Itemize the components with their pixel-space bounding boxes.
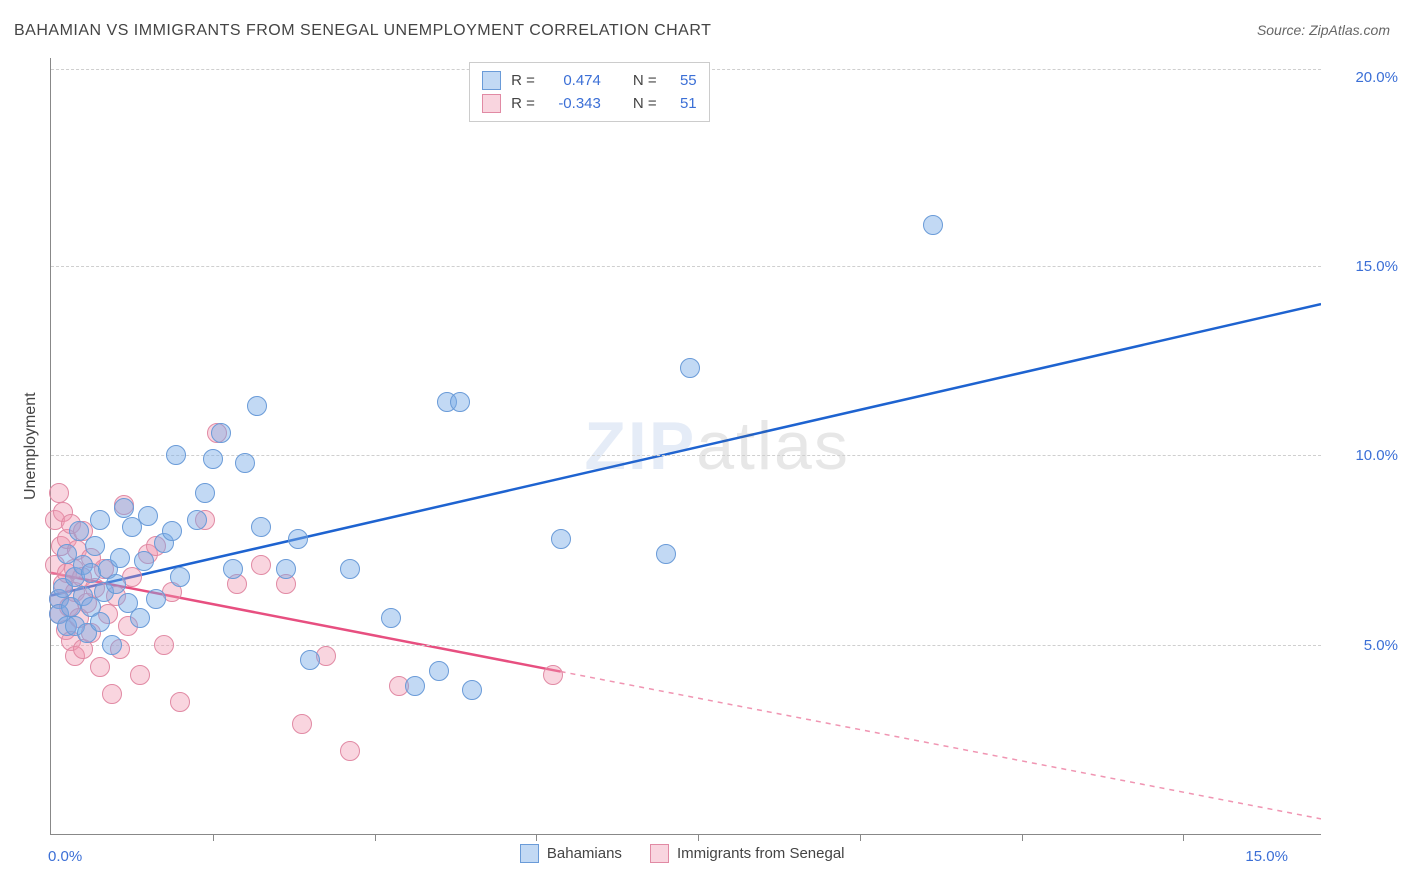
x-tick — [698, 834, 699, 841]
x-tick — [1022, 834, 1023, 841]
point-bahamian — [656, 544, 676, 564]
legend-n-label: N = — [633, 72, 657, 89]
gridline — [51, 645, 1321, 646]
gridline — [51, 266, 1321, 267]
x-tick-label: 0.0% — [48, 848, 82, 865]
point-bahamian — [138, 506, 158, 526]
point-bahamian — [300, 650, 320, 670]
chart-container: { "title": "BAHAMIAN VS IMMIGRANTS FROM … — [0, 0, 1406, 892]
y-tick-label: 5.0% — [1328, 637, 1398, 654]
legend-row: R = -0.343 N = 51 — [482, 92, 697, 115]
point-bahamian — [106, 574, 126, 594]
point-senegal — [340, 741, 360, 761]
legend-r-label: R = — [511, 95, 535, 112]
legend-r-label: R = — [511, 72, 535, 89]
x-tick — [536, 834, 537, 841]
trend-bahamian-solid — [51, 304, 1321, 595]
point-bahamian — [110, 548, 130, 568]
correlation-legend: R = 0.474 N = 55 R = -0.343 N = 51 — [469, 62, 710, 122]
x-tick — [860, 834, 861, 841]
chart-title: BAHAMIAN VS IMMIGRANTS FROM SENEGAL UNEM… — [14, 22, 711, 40]
source-label: Source: ZipAtlas.com — [1257, 22, 1390, 38]
point-bahamian — [203, 449, 223, 469]
point-senegal — [543, 665, 563, 685]
trend-lines — [51, 58, 1321, 834]
x-tick-label: 15.0% — [1245, 848, 1288, 865]
legend-r-value: 0.474 — [545, 72, 601, 89]
point-bahamian — [211, 423, 231, 443]
series-legend-label: Immigrants from Senegal — [677, 845, 845, 862]
y-tick-label: 10.0% — [1328, 447, 1398, 464]
x-tick — [213, 834, 214, 841]
y-tick-label: 15.0% — [1328, 258, 1398, 275]
trend-senegal-dashed — [561, 672, 1321, 819]
legend-swatch-icon — [650, 844, 669, 863]
point-bahamian — [450, 392, 470, 412]
point-bahamian — [223, 559, 243, 579]
point-senegal — [102, 684, 122, 704]
legend-n-value: 51 — [667, 95, 697, 112]
point-senegal — [170, 692, 190, 712]
series-legend-item: Immigrants from Senegal — [650, 844, 845, 863]
point-senegal — [90, 657, 110, 677]
legend-n-label: N = — [633, 95, 657, 112]
plot-area: ZIPatlas — [50, 58, 1321, 835]
legend-row: R = 0.474 N = 55 — [482, 69, 697, 92]
point-bahamian — [551, 529, 571, 549]
series-legend: Bahamians Immigrants from Senegal — [520, 844, 845, 863]
y-axis-title: Unemployment — [22, 392, 40, 500]
x-tick — [375, 834, 376, 841]
legend-swatch-icon — [482, 94, 501, 113]
point-bahamian — [195, 483, 215, 503]
point-bahamian — [462, 680, 482, 700]
series-legend-item: Bahamians — [520, 844, 622, 863]
point-senegal — [292, 714, 312, 734]
legend-r-value: -0.343 — [545, 95, 601, 112]
point-bahamian — [288, 529, 308, 549]
point-bahamian — [170, 567, 190, 587]
legend-n-value: 55 — [667, 72, 697, 89]
point-senegal — [130, 665, 150, 685]
point-bahamian — [90, 612, 110, 632]
legend-swatch-icon — [520, 844, 539, 863]
point-bahamian — [381, 608, 401, 628]
point-bahamian — [923, 215, 943, 235]
point-senegal — [154, 635, 174, 655]
x-tick — [1183, 834, 1184, 841]
legend-swatch-icon — [482, 71, 501, 90]
point-bahamian — [90, 510, 110, 530]
point-bahamian — [102, 635, 122, 655]
point-bahamian — [187, 510, 207, 530]
point-bahamian — [276, 559, 296, 579]
series-legend-label: Bahamians — [547, 845, 622, 862]
y-tick-label: 20.0% — [1328, 69, 1398, 86]
